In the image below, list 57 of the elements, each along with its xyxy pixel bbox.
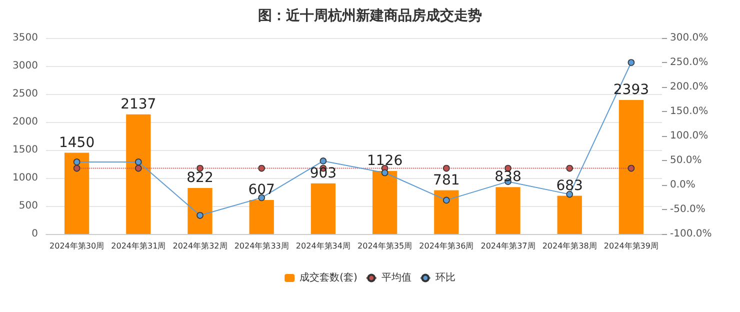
bar <box>434 190 459 234</box>
y-tick-label: 3500 <box>12 32 38 44</box>
point <box>258 194 265 202</box>
legend-label: 平均值 <box>381 272 412 284</box>
y2-tick-label: 300.0% <box>670 32 708 44</box>
x-tick-label: 2024年第34周 <box>296 242 350 250</box>
y2-tick-label: 250.0% <box>670 57 708 68</box>
x-tick-label: 2024年第39周 <box>604 242 658 250</box>
data-label: 607 <box>248 182 275 198</box>
y-tick-label: 3000 <box>12 60 38 72</box>
point <box>196 212 204 219</box>
point <box>381 169 388 176</box>
y2-tick-label: 200.0% <box>670 82 708 92</box>
y-tick-label: 2000 <box>12 116 38 128</box>
y2-tick-label: 50.0% <box>670 155 702 166</box>
y2-tick-label: 150.0% <box>670 106 708 117</box>
x-tick-label: 2024年第35周 <box>358 242 412 250</box>
data-label: 822 <box>186 170 214 186</box>
legend-label: 成交套数(套) <box>300 272 358 284</box>
point <box>320 158 327 164</box>
bar <box>249 200 274 234</box>
point <box>73 158 80 166</box>
x-tick-label: 2024年第32周 <box>172 242 228 250</box>
bar <box>126 114 151 234</box>
y-tick-label: 1000 <box>12 172 38 184</box>
y-tick-label: 1500 <box>12 144 38 156</box>
data-label: 1126 <box>366 152 403 169</box>
bar <box>64 152 90 234</box>
bar <box>618 100 644 234</box>
x-tick-label: 2024年第36周 <box>419 242 474 250</box>
x-tick-label: 2024年第38周 <box>542 242 597 250</box>
data-label: 2137 <box>120 96 156 112</box>
legend-label: 环比 <box>435 272 456 284</box>
data-label: 781 <box>433 172 460 188</box>
x-tick-label: 2024年第31周 <box>111 242 166 250</box>
y2-tick-label: -50.0% <box>670 204 706 215</box>
y2-tick-label: -100.0% <box>670 228 712 240</box>
point <box>443 196 450 204</box>
bar <box>310 183 336 234</box>
bar <box>496 187 520 234</box>
y-tick-label: 0 <box>32 228 38 240</box>
x-tick-label: 2024年第33周 <box>234 242 289 250</box>
y2-tick-label: 100.0% <box>670 130 708 142</box>
point <box>135 158 142 166</box>
data-label: 1450 <box>58 134 95 151</box>
chart-title: 图：近十周杭州新建商品房成交走势 <box>258 7 482 24</box>
data-label: 903 <box>310 165 337 182</box>
y2-tick-label: 0.0% <box>670 180 696 190</box>
bar <box>372 170 398 234</box>
y-tick-label: 2500 <box>12 88 38 100</box>
bar <box>557 196 582 234</box>
point <box>628 59 635 66</box>
y-tick-label: 500 <box>18 200 38 212</box>
x-tick-label: 2024年第37周 <box>480 242 536 250</box>
x-tick-label: 2024年第30周 <box>50 242 104 250</box>
bar <box>188 188 212 234</box>
data-label: 838 <box>494 169 522 186</box>
